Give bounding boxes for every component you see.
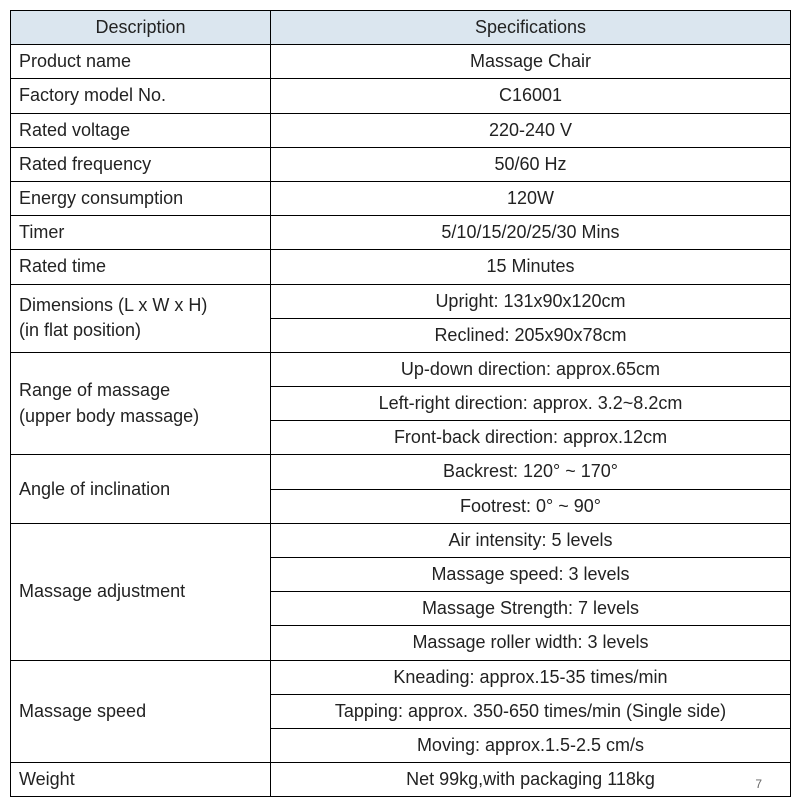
description-cell: Massage speed xyxy=(11,660,271,763)
specification-cell: Massage speed: 3 levels xyxy=(271,558,791,592)
description-cell: Rated time xyxy=(11,250,271,284)
description-cell: Timer xyxy=(11,216,271,250)
specification-cell: 15 Minutes xyxy=(271,250,791,284)
description-cell: Angle of inclination xyxy=(11,455,271,523)
specification-cell: Kneading: approx.15-35 times/min xyxy=(271,660,791,694)
description-cell: Rated voltage xyxy=(11,113,271,147)
table-row: Massage adjustmentAir intensity: 5 level… xyxy=(11,523,791,557)
header-specifications: Specifications xyxy=(271,11,791,45)
specification-cell: Massage Chair xyxy=(271,45,791,79)
description-cell: Massage adjustment xyxy=(11,523,271,660)
specification-cell: Tapping: approx. 350-650 times/min (Sing… xyxy=(271,694,791,728)
specification-cell: 120W xyxy=(271,181,791,215)
description-cell: Rated frequency xyxy=(11,147,271,181)
table-row: Dimensions (L x W x H)(in flat position)… xyxy=(11,284,791,318)
specification-cell: Net 99kg,with packaging 118kg7 xyxy=(271,763,791,797)
table-row: Energy consumption120W xyxy=(11,181,791,215)
description-cell: Energy consumption xyxy=(11,181,271,215)
table-row: Factory model No.C16001 xyxy=(11,79,791,113)
specification-cell: C16001 xyxy=(271,79,791,113)
specification-cell: Moving: approx.1.5-2.5 cm/s xyxy=(271,728,791,762)
table-row: WeightNet 99kg,with packaging 118kg7 xyxy=(11,763,791,797)
specification-cell: 220-240 V xyxy=(271,113,791,147)
table-row: Angle of inclinationBackrest: 120° ~ 170… xyxy=(11,455,791,489)
specification-cell: 5/10/15/20/25/30 Mins xyxy=(271,216,791,250)
specification-cell: Reclined: 205x90x78cm xyxy=(271,318,791,352)
table-row: Rated time15 Minutes xyxy=(11,250,791,284)
specification-cell: Front-back direction: approx.12cm xyxy=(271,421,791,455)
table-header-row: Description Specifications xyxy=(11,11,791,45)
specification-cell: 50/60 Hz xyxy=(271,147,791,181)
description-cell: Weight xyxy=(11,763,271,797)
table-row: Massage speedKneading: approx.15-35 time… xyxy=(11,660,791,694)
header-description: Description xyxy=(11,11,271,45)
description-cell: Product name xyxy=(11,45,271,79)
specification-cell: Massage roller width: 3 levels xyxy=(271,626,791,660)
description-cell: Dimensions (L x W x H)(in flat position) xyxy=(11,284,271,352)
specification-cell: Upright: 131x90x120cm xyxy=(271,284,791,318)
table-row: Rated voltage220-240 V xyxy=(11,113,791,147)
specifications-table: Description Specifications Product nameM… xyxy=(10,10,791,797)
specification-cell: Massage Strength: 7 levels xyxy=(271,592,791,626)
specification-cell: Up-down direction: approx.65cm xyxy=(271,352,791,386)
specification-cell: Air intensity: 5 levels xyxy=(271,523,791,557)
description-cell: Range of massage(upper body massage) xyxy=(11,352,271,455)
page-number: 7 xyxy=(755,776,762,793)
table-row: Range of massage(upper body massage)Up-d… xyxy=(11,352,791,386)
table-row: Timer5/10/15/20/25/30 Mins xyxy=(11,216,791,250)
description-cell: Factory model No. xyxy=(11,79,271,113)
specification-cell: Left-right direction: approx. 3.2~8.2cm xyxy=(271,387,791,421)
table-row: Rated frequency50/60 Hz xyxy=(11,147,791,181)
specification-cell: Footrest: 0° ~ 90° xyxy=(271,489,791,523)
specification-cell: Backrest: 120° ~ 170° xyxy=(271,455,791,489)
table-row: Product nameMassage Chair xyxy=(11,45,791,79)
